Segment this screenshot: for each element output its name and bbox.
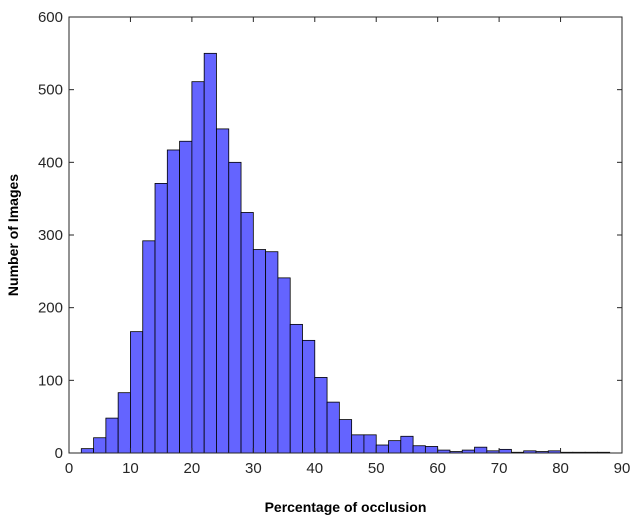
histogram-bar xyxy=(252,249,267,454)
x-tick-label: 10 xyxy=(122,460,139,477)
histogram-bar xyxy=(216,128,230,454)
histogram-bar xyxy=(80,448,94,454)
histogram-bar xyxy=(117,392,131,454)
histogram-bar xyxy=(93,437,107,454)
x-tick-label: 50 xyxy=(368,460,385,477)
x-axis-label: Percentage of occlusion xyxy=(265,499,427,515)
y-tick-label: 0 xyxy=(55,445,63,462)
x-axis-ticks: 0 10 20 30 40 50 60 70 80 90 xyxy=(65,17,631,477)
histogram-bar xyxy=(240,212,254,454)
histogram-bar xyxy=(142,240,156,454)
histogram-bar xyxy=(154,183,168,454)
histogram-bar xyxy=(326,401,340,454)
y-tick-label: 300 xyxy=(38,227,63,244)
histogram-bar xyxy=(130,331,144,454)
x-tick-label: 40 xyxy=(306,460,323,477)
histogram-bar xyxy=(400,435,414,454)
y-axis-label: Number of Images xyxy=(5,174,21,296)
x-tick-label: 20 xyxy=(184,460,201,477)
histogram-bar xyxy=(179,140,193,454)
histogram-bar xyxy=(351,434,365,454)
x-tick-label: 90 xyxy=(614,460,631,477)
histogram-bar xyxy=(105,417,119,454)
histogram-bar xyxy=(289,323,303,454)
histogram-bar xyxy=(265,251,279,454)
histogram-bar xyxy=(424,446,439,454)
histogram-bar xyxy=(314,377,328,454)
y-tick-label: 400 xyxy=(38,154,63,171)
x-tick-label: 60 xyxy=(429,460,446,477)
y-tick-label: 100 xyxy=(38,372,63,389)
histogram-bar xyxy=(302,339,316,454)
y-tick-label: 200 xyxy=(38,300,63,317)
x-tick-label: 30 xyxy=(245,460,262,477)
y-tick-label: 500 xyxy=(38,82,63,99)
histogram-bar xyxy=(228,161,242,454)
histogram-bar xyxy=(375,444,389,454)
bars-group xyxy=(80,52,611,454)
histogram-bar xyxy=(474,446,488,454)
histogram-bar xyxy=(363,434,377,454)
y-axis-ticks: 0 100 200 300 400 500 600 xyxy=(38,9,622,462)
histogram-bar xyxy=(412,445,426,454)
histogram-bar xyxy=(388,440,402,454)
histogram-bar xyxy=(498,448,512,454)
histogram-bar xyxy=(191,81,205,454)
x-tick-label: 80 xyxy=(552,460,569,477)
histogram-bar xyxy=(166,149,181,454)
x-tick-label: 0 xyxy=(65,460,73,477)
histogram-bar xyxy=(203,52,217,454)
histogram-bar xyxy=(277,277,291,454)
y-tick-label: 600 xyxy=(38,9,63,26)
histogram-bar xyxy=(338,419,353,454)
x-tick-label: 70 xyxy=(491,460,508,477)
